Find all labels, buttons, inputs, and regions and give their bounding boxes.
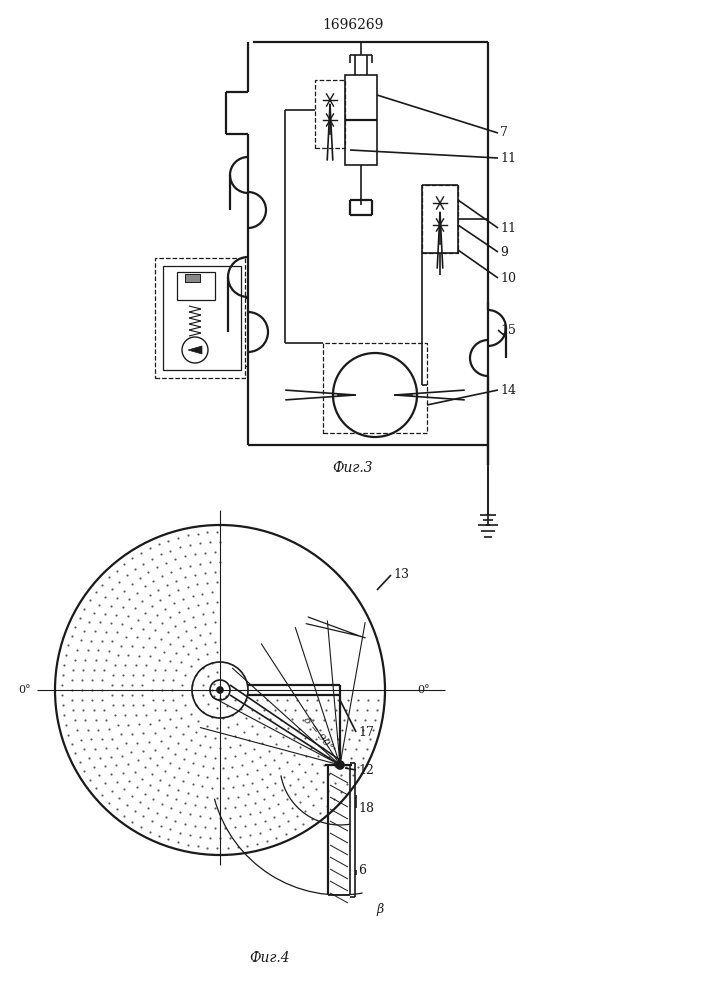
Text: 15: 15	[500, 324, 516, 336]
Text: δ = 90°: δ = 90°	[302, 716, 334, 752]
Circle shape	[336, 761, 344, 769]
Bar	[185, 274, 200, 282]
Text: 11: 11	[500, 151, 516, 164]
Text: 10: 10	[500, 271, 516, 284]
Bar	[163, 266, 241, 370]
Text: 12: 12	[358, 764, 374, 776]
Text: β: β	[376, 904, 384, 916]
Text: 6: 6	[358, 863, 366, 876]
Bar	[155, 258, 245, 378]
Text: 7: 7	[500, 126, 508, 139]
Text: 9: 9	[500, 245, 508, 258]
Text: 11: 11	[500, 222, 516, 234]
Text: Фиг.3: Фиг.3	[333, 461, 373, 475]
Text: 0°: 0°	[18, 685, 31, 695]
Circle shape	[217, 687, 223, 693]
Bar	[177, 272, 215, 300]
Text: 1696269: 1696269	[322, 18, 384, 32]
Polygon shape	[188, 346, 202, 354]
Bar	[315, 80, 345, 148]
Text: 13: 13	[393, 568, 409, 582]
Bar	[323, 343, 427, 433]
Text: 17: 17	[358, 726, 374, 738]
Text: 0°: 0°	[417, 685, 430, 695]
Bar	[422, 185, 458, 253]
Bar	[345, 75, 377, 165]
Text: 18: 18	[358, 802, 374, 814]
Text: 14: 14	[500, 383, 516, 396]
Text: Фиг.4: Фиг.4	[250, 951, 291, 965]
